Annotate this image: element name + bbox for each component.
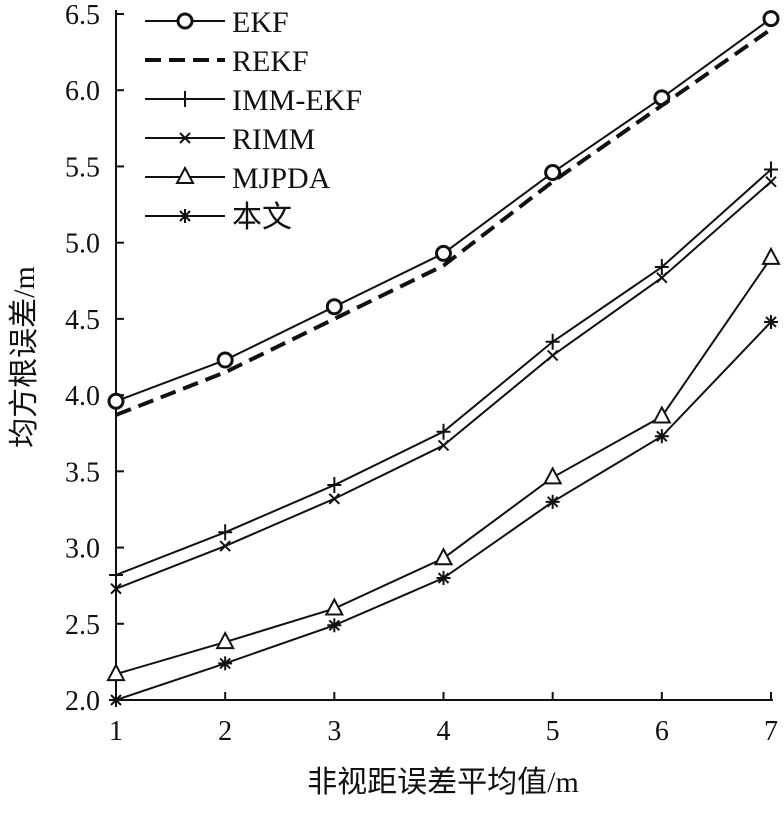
series-line xyxy=(115,17,772,403)
legend-label: REKF xyxy=(232,45,309,78)
x-tick-label: 4 xyxy=(437,716,451,747)
data-point xyxy=(762,10,780,28)
y-tick-label: 3.0 xyxy=(65,534,100,565)
data-point xyxy=(327,477,342,494)
x-tick-label: 3 xyxy=(327,716,341,747)
legend-label: RIMM xyxy=(232,123,315,156)
data-point xyxy=(764,314,778,329)
data-point xyxy=(325,298,343,316)
legend-label: MJPDA xyxy=(232,162,331,195)
data-point xyxy=(765,175,777,188)
data-point xyxy=(764,161,778,178)
x-axis-label: 非视距误差平均值/m xyxy=(307,766,579,799)
series-MJPDA xyxy=(106,246,781,682)
x-tick-label: 7 xyxy=(764,716,778,747)
series-IMM-EKF xyxy=(109,161,778,583)
y-tick-label: 5.0 xyxy=(65,229,100,260)
data-point xyxy=(545,333,560,350)
y-tick-label: 2.0 xyxy=(65,686,100,717)
y-tick-label: 3.5 xyxy=(65,457,100,488)
series-line xyxy=(115,257,772,676)
series-REKF xyxy=(115,27,773,417)
data-point xyxy=(110,583,122,595)
legend: EKF REKF IMM-EKF RIMM MJPDA 本文 xyxy=(145,6,362,234)
x-tick-label: 2 xyxy=(218,716,232,747)
data-point xyxy=(543,466,563,485)
y-axis-label: 均方根误差/m xyxy=(8,266,41,448)
legend-marker xyxy=(175,165,195,184)
data-point xyxy=(215,630,235,650)
series-group xyxy=(106,10,781,707)
y-tick-label: 2.5 xyxy=(65,610,100,641)
data-point xyxy=(106,662,126,682)
y-tick-label: 4.5 xyxy=(65,305,100,336)
data-point xyxy=(654,429,669,444)
y-tick-label: 6.0 xyxy=(65,76,100,107)
legend-item: IMM-EKF xyxy=(145,84,362,117)
data-point xyxy=(652,405,672,424)
data-point xyxy=(436,571,451,586)
series-line xyxy=(115,27,773,417)
legend-item: 本文 xyxy=(145,201,292,234)
data-point xyxy=(107,392,125,410)
axes: 2.0 2.5 3.0 3.5 4.0 4.5 5.0 5.5 6.0 6.5 1 2 3 4 5 6 7 xyxy=(65,0,778,747)
x-tick-label: 1 xyxy=(109,716,123,747)
data-point xyxy=(324,597,344,616)
y-tick-label: 5.5 xyxy=(65,152,100,183)
data-point xyxy=(218,524,233,541)
legend-item: MJPDA xyxy=(145,162,331,195)
data-point xyxy=(436,423,451,440)
data-point xyxy=(327,618,342,633)
x-tick-label: 5 xyxy=(546,716,560,747)
data-point xyxy=(109,566,123,583)
data-point xyxy=(544,164,562,182)
data-point xyxy=(328,493,341,505)
data-point xyxy=(546,349,559,362)
data-point xyxy=(437,439,450,452)
series-line xyxy=(115,168,772,576)
y-tick-label: 4.0 xyxy=(65,381,100,412)
legend-label: EKF xyxy=(232,6,289,39)
legend-item: REKF xyxy=(145,45,309,78)
legend-label: IMM-EKF xyxy=(232,84,362,117)
series-本文 xyxy=(109,314,778,707)
data-point xyxy=(433,547,454,566)
data-point xyxy=(216,351,234,369)
x-tick-label: 6 xyxy=(655,716,669,747)
legend-marker xyxy=(178,209,192,223)
series-EKF xyxy=(107,10,780,410)
legend-item: RIMM xyxy=(145,123,315,156)
legend-marker xyxy=(179,132,191,144)
data-point xyxy=(218,656,233,671)
data-point xyxy=(656,272,668,284)
data-point xyxy=(761,246,781,265)
data-point xyxy=(654,259,669,276)
data-point xyxy=(109,693,123,707)
legend-item: EKF xyxy=(145,6,289,39)
y-tick-label: 6.5 xyxy=(65,0,100,31)
data-point xyxy=(219,540,231,552)
series-line xyxy=(115,180,772,590)
legend-marker xyxy=(178,91,192,107)
series-RIMM xyxy=(110,175,777,595)
data-point xyxy=(545,494,560,509)
legend-label: 本文 xyxy=(232,201,292,234)
legend-marker xyxy=(176,12,194,30)
data-point xyxy=(435,244,452,262)
